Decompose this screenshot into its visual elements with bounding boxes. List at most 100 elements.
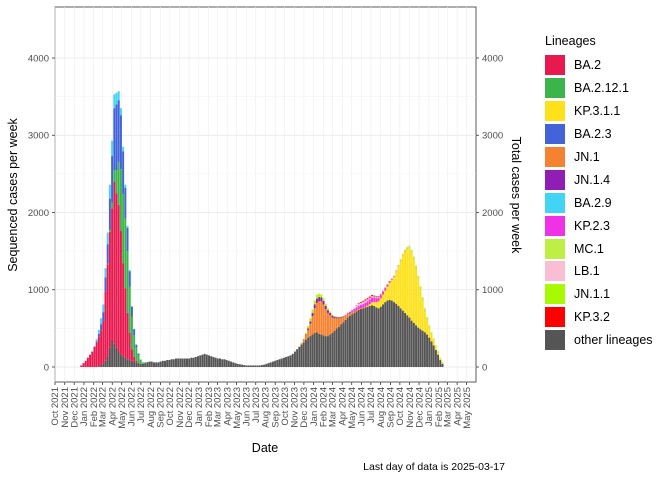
legend-swatch <box>545 238 565 259</box>
bar-segment <box>113 108 116 171</box>
legend-item: other lineages <box>545 329 670 352</box>
bar-segment <box>419 290 422 330</box>
bar-segment <box>128 286 131 334</box>
bar-segment <box>115 347 118 367</box>
bar-segment <box>117 204 120 352</box>
bar-segment <box>122 146 125 152</box>
bar-segment <box>326 336 329 367</box>
bar-segment <box>360 302 362 306</box>
bar-segment <box>360 305 362 309</box>
bar-segment <box>386 300 389 367</box>
bar-segment <box>322 298 325 301</box>
bar-segment <box>373 297 376 302</box>
bar-segment <box>426 334 429 367</box>
x-tick-label: Aug 2022 <box>146 387 157 428</box>
bar-segment <box>236 363 239 367</box>
bar-segment <box>84 360 87 367</box>
bar-segment <box>133 335 136 357</box>
bar-segment <box>362 308 365 367</box>
bar-segment <box>362 300 365 302</box>
bar-segment <box>304 335 307 340</box>
bar-segment <box>371 297 373 303</box>
bar-segment <box>183 358 186 367</box>
bar-segment <box>326 308 329 311</box>
bar-segment <box>278 359 281 367</box>
bar-segment <box>122 263 125 357</box>
bar-segment <box>342 322 345 367</box>
bar-segment <box>353 307 356 309</box>
bar-segment <box>128 270 131 272</box>
bar-segment <box>415 265 418 269</box>
bar-segment <box>322 300 325 305</box>
legend-swatch <box>545 169 565 190</box>
bar-segment <box>117 162 120 205</box>
bar-segment <box>130 349 133 361</box>
legend-item: JN.1.1 <box>545 283 670 306</box>
bar-segment <box>137 353 140 356</box>
x-tick-label: Aug 2024 <box>376 387 387 428</box>
bar-segment <box>119 231 122 355</box>
bar-segment <box>225 360 228 367</box>
bar-segment <box>340 316 343 318</box>
bar-segment <box>108 231 111 348</box>
bar-segment <box>439 360 442 367</box>
bar-segment <box>364 306 367 308</box>
bar-segment <box>386 284 389 287</box>
legend-swatch <box>545 307 565 328</box>
bar-segment <box>368 304 371 306</box>
caption-last-day: Last day of data is 2025-03-17 <box>363 461 505 473</box>
bar-segment <box>313 300 316 305</box>
bar-segment <box>106 263 109 265</box>
bar-segment <box>302 339 305 343</box>
legend-item: BA.2.9 <box>545 191 670 214</box>
bar-segment <box>379 298 382 307</box>
bar-segment <box>382 294 385 305</box>
bar-segment <box>377 296 380 297</box>
bar-segment <box>337 318 340 327</box>
bar-segment <box>401 253 404 255</box>
bar-segment <box>313 308 316 334</box>
bar-segment <box>364 302 367 307</box>
bar-segment <box>119 354 122 367</box>
bar-segment <box>93 346 96 367</box>
bar-segment <box>315 302 318 333</box>
bar-segment <box>309 336 312 367</box>
x-tick-label: Mar 2022 <box>98 387 109 427</box>
bar-segment <box>307 329 310 338</box>
x-tick-label: Aug 2023 <box>261 387 272 428</box>
bar-segment <box>291 353 294 367</box>
x-tick-label: Dec 2021 <box>69 387 80 428</box>
bar-segment <box>415 268 418 326</box>
bar-segment <box>122 151 125 194</box>
bar-segment <box>252 365 255 367</box>
x-tick-label: Oct 2024 <box>395 387 406 426</box>
x-tick-label: Jul 2022 <box>136 387 147 423</box>
legend-swatch <box>545 330 565 351</box>
bar-segment <box>311 334 314 367</box>
bar-segment <box>437 354 440 367</box>
bar-segment <box>130 306 133 307</box>
bar-segment <box>197 356 199 367</box>
bar-segment <box>179 358 182 367</box>
legend-item: KP.3.2 <box>545 306 670 329</box>
y-axis-title-left: Sequenced cases per week <box>6 117 20 271</box>
bar-segment <box>128 333 131 361</box>
bar-segment <box>307 337 310 367</box>
y-tick-label-left: 2000 <box>28 208 49 219</box>
bar-segment <box>379 306 382 367</box>
bar-segment <box>232 362 235 367</box>
bar-segment <box>384 290 387 303</box>
bar-segment <box>375 307 378 367</box>
legend-label: JN.1.1 <box>574 287 611 302</box>
bar-segment <box>82 363 85 367</box>
bar-segment <box>201 354 204 367</box>
x-tick-label: Jan 2023 <box>194 387 205 426</box>
bar-segment <box>412 322 415 367</box>
x-tick-label: Jan 2022 <box>79 387 90 426</box>
bar-segment <box>340 324 343 367</box>
bar-segment <box>100 324 103 331</box>
bar-segment <box>318 301 321 334</box>
bar-segment <box>421 330 424 367</box>
x-tick-label: Dec 2024 <box>414 387 425 428</box>
bar-segment <box>260 365 263 367</box>
